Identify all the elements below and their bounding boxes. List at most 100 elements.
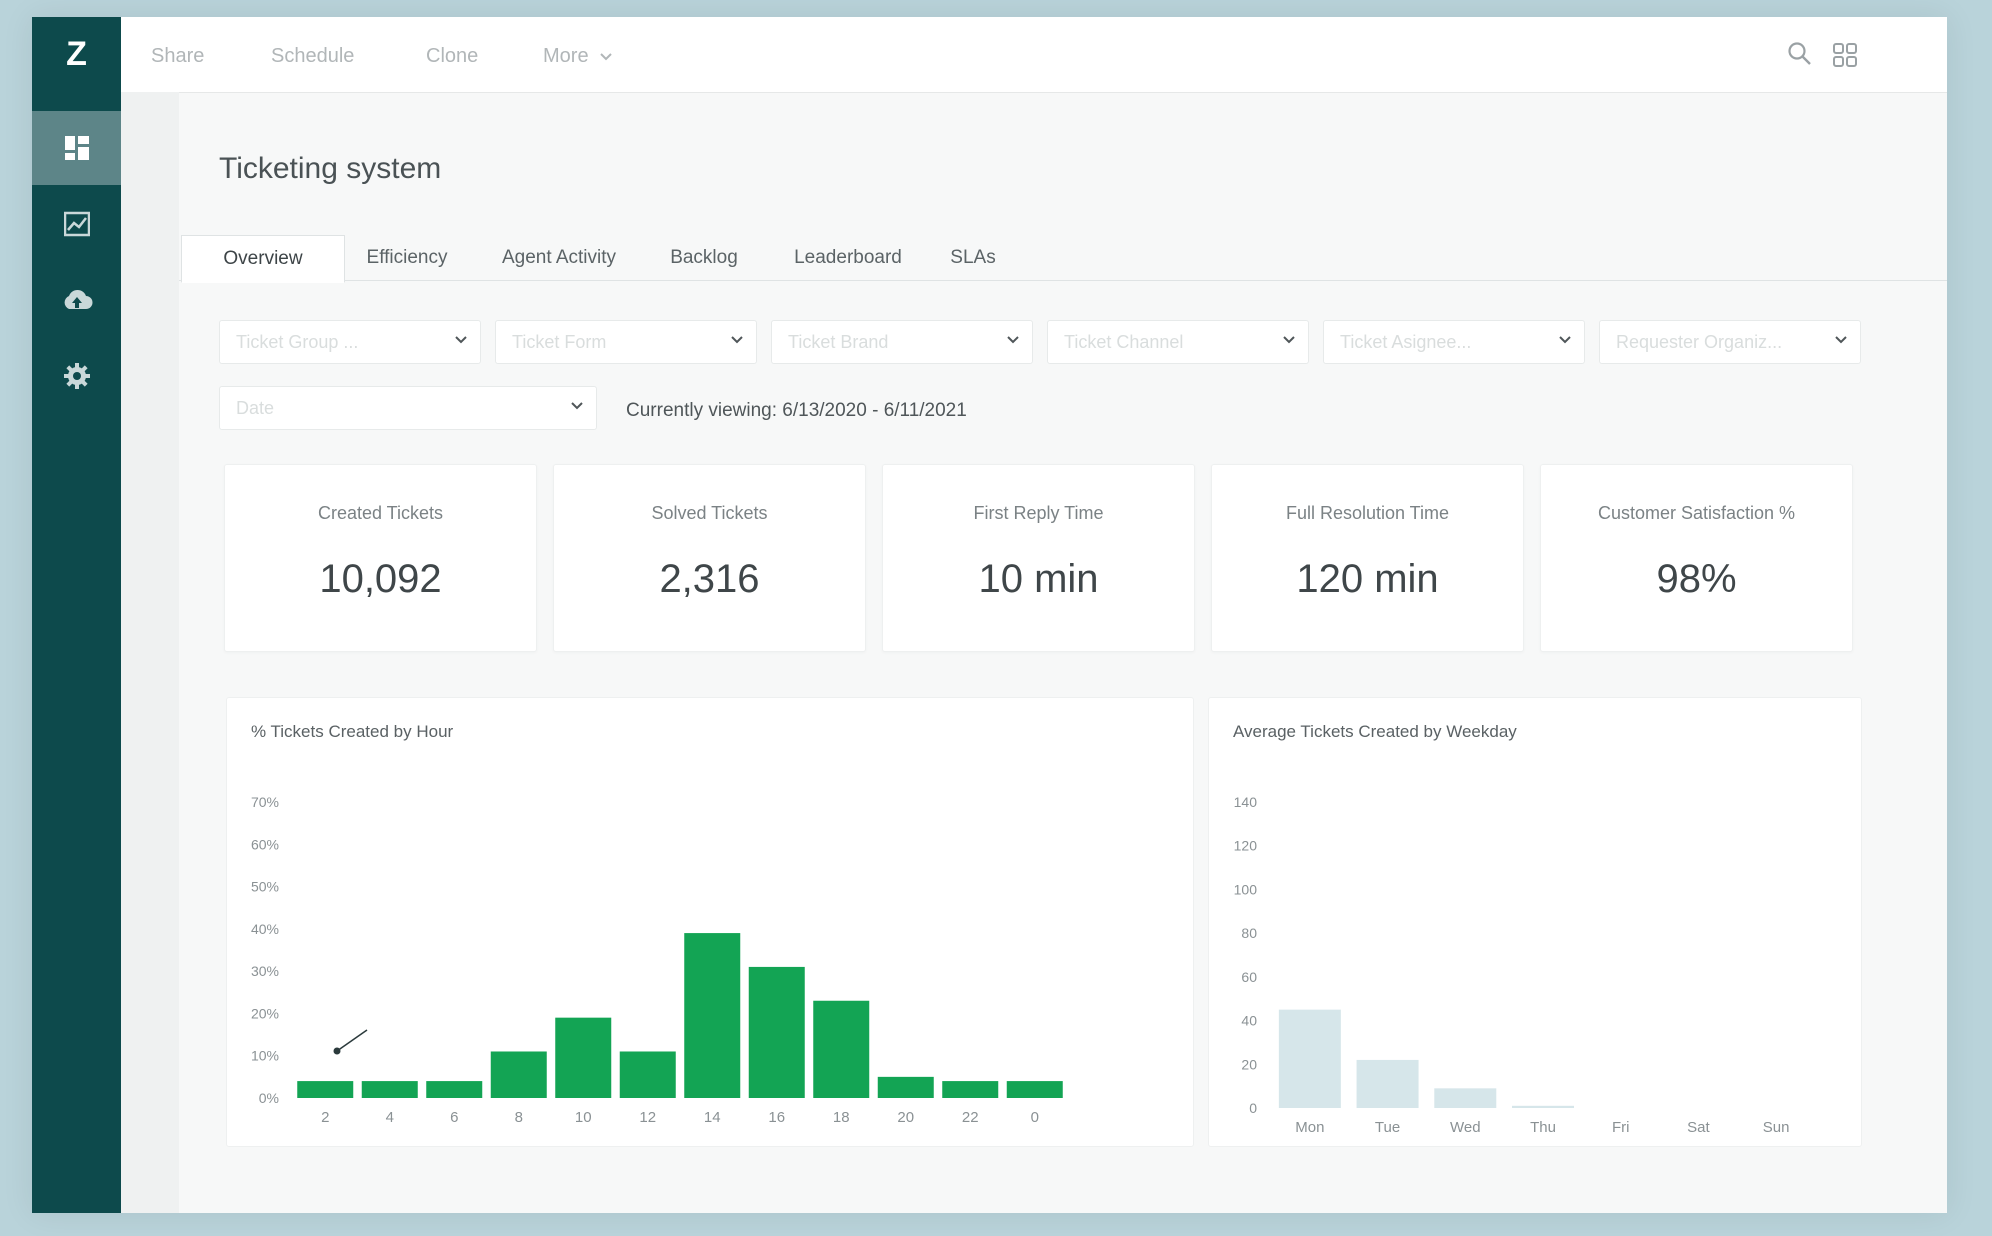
tab-leaderboard[interactable]: Leaderboard — [794, 247, 902, 268]
y-tick-label: 80 — [1241, 925, 1257, 941]
bar — [1356, 1059, 1419, 1108]
chevron-down-icon — [571, 402, 583, 410]
tickets-by-hour-chart: 0% 10% 20% 30% 40% 50% 60% 70% 2 4 6 8 10 12 14 16 18 20 2… — [251, 794, 1063, 1126]
date-filter[interactable]: Date — [219, 386, 597, 430]
y-tick-label: 30% — [251, 963, 279, 979]
y-tick-label: 20 — [1241, 1056, 1257, 1072]
kpi-value: 2,316 — [659, 557, 760, 601]
sidebar-item-settings[interactable] — [32, 339, 121, 413]
tab-slas[interactable]: SLAs — [950, 247, 996, 268]
bar — [748, 966, 805, 1098]
kpi-label: Solved Tickets — [651, 503, 768, 523]
y-tick-label: 40 — [1241, 1013, 1257, 1029]
sidebar: Z — [32, 17, 121, 1213]
ticket-form-filter[interactable]: Ticket Form — [495, 320, 757, 364]
chevron-down-icon — [1835, 336, 1847, 344]
bar — [1512, 1105, 1574, 1108]
tab-efficiency[interactable]: Efficiency — [366, 247, 448, 268]
panel-gutter — [121, 92, 179, 1213]
app-window: Z — [32, 17, 1947, 1213]
kpi-value: 120 min — [1296, 557, 1439, 601]
ticket-group-filter[interactable]: Ticket Group ... — [219, 320, 481, 364]
top-bar: Share Schedule Clone More — [121, 17, 1947, 93]
apps-grid-icon[interactable] — [1833, 43, 1857, 67]
ticket-brand-placeholder: Ticket Brand — [788, 332, 889, 352]
tab-agent-activity[interactable]: Agent Activity — [501, 247, 617, 268]
bar — [490, 1051, 547, 1098]
ticket-group-placeholder: Ticket Group ... — [236, 332, 359, 352]
x-tick-label: 4 — [386, 1109, 394, 1126]
bar — [555, 1017, 612, 1098]
ticket-channel-filter[interactable]: Ticket Channel — [1047, 320, 1309, 364]
kpi-label: Full Resolution Time — [1285, 503, 1450, 523]
bar — [1434, 1088, 1497, 1108]
tickets-by-weekday-chart: 0 20 40 60 80 100 120 140 Mon Tue Wed Thu Fri Sat Sun — [1234, 794, 1790, 1136]
y-tick-label: 140 — [1234, 794, 1258, 810]
search-icon[interactable] — [1787, 41, 1813, 67]
kpi-first-reply-time: First Reply Time 10 min — [882, 464, 1195, 652]
y-tick-label: 0 — [1249, 1100, 1257, 1116]
share-button[interactable]: Share — [151, 45, 205, 67]
x-tick-label: 8 — [515, 1109, 523, 1126]
kpi-label: First Reply Time — [973, 503, 1104, 523]
requester-organization-filter[interactable]: Requester Organiz... — [1599, 320, 1861, 364]
kpi-customer-satisfaction: Customer Satisfaction % 98% — [1540, 464, 1853, 652]
kpi-full-resolution-time: Full Resolution Time 120 min — [1211, 464, 1524, 652]
kpi-created-tickets: Created Tickets 10,092 — [224, 464, 537, 652]
cloud-upload-icon — [64, 289, 92, 309]
x-tick-label: Wed — [1450, 1119, 1481, 1136]
date-placeholder: Date — [236, 398, 275, 418]
bar — [1006, 1081, 1063, 1098]
bar — [297, 1081, 354, 1098]
bar — [684, 933, 741, 1098]
x-tick-label: 16 — [768, 1109, 785, 1126]
x-tick-label: 10 — [575, 1109, 592, 1126]
sidebar-item-dashboards[interactable] — [32, 111, 121, 185]
y-tick-label: 50% — [251, 879, 279, 895]
chevron-down-icon — [1559, 336, 1571, 344]
more-menu-button[interactable]: More — [543, 45, 613, 68]
ticket-form-placeholder: Ticket Form — [512, 332, 607, 352]
x-tick-label: 22 — [962, 1109, 979, 1126]
y-tick-label: 0% — [259, 1090, 279, 1106]
sidebar-item-reports[interactable] — [32, 187, 121, 261]
requester-organization-placeholder: Requester Organiz... — [1616, 332, 1783, 352]
x-tick-label: Fri — [1612, 1119, 1630, 1136]
tab-overview[interactable]: Overview — [181, 235, 345, 283]
x-tick-label: 6 — [450, 1109, 458, 1126]
date-range-label: Currently viewing: 6/13/2020 - 6/11/2021 — [626, 400, 967, 421]
bar — [426, 1081, 483, 1098]
clone-button[interactable]: Clone — [426, 45, 479, 67]
x-tick-label: Tue — [1375, 1119, 1400, 1136]
y-tick-label: 10% — [251, 1048, 279, 1064]
tickets-by-hour-card: % Tickets Created by Hour 0% 10% 20% 30% 40%… — [226, 697, 1194, 1147]
page-title: Ticketing system — [219, 152, 442, 185]
ticket-channel-placeholder: Ticket Channel — [1064, 332, 1184, 352]
kpi-label: Customer Satisfaction % — [1597, 503, 1796, 523]
tickets-by-weekday-card: Average Tickets Created by Weekday 0 20 40… — [1208, 697, 1862, 1147]
chevron-down-icon — [1007, 336, 1019, 344]
bar — [813, 1000, 870, 1098]
x-tick-label: Mon — [1295, 1119, 1324, 1136]
gear-icon — [63, 363, 90, 389]
y-tick-label: 20% — [251, 1005, 279, 1021]
annotation-line — [336, 1029, 368, 1052]
sidebar-item-data[interactable] — [32, 263, 121, 337]
annotation-dot — [333, 1047, 341, 1055]
schedule-button[interactable]: Schedule — [271, 45, 355, 67]
y-tick-label: 100 — [1234, 881, 1258, 897]
y-tick-label: 60% — [251, 836, 279, 852]
tab-backlog[interactable]: Backlog — [670, 247, 738, 268]
chevron-down-icon — [455, 336, 467, 344]
kpi-value: 98% — [1656, 557, 1737, 601]
ticket-brand-filter[interactable]: Ticket Brand — [771, 320, 1033, 364]
x-tick-label: Sun — [1763, 1119, 1790, 1136]
x-tick-label: 12 — [639, 1109, 656, 1126]
ticket-assignee-filter[interactable]: Ticket Asignee... — [1323, 320, 1585, 364]
x-tick-label: 0 — [1031, 1109, 1039, 1126]
bar — [361, 1081, 418, 1098]
brand-logo[interactable]: Z — [32, 17, 121, 92]
more-menu-label: More — [543, 45, 589, 67]
bar — [1278, 1009, 1341, 1108]
chevron-down-icon — [731, 336, 743, 344]
